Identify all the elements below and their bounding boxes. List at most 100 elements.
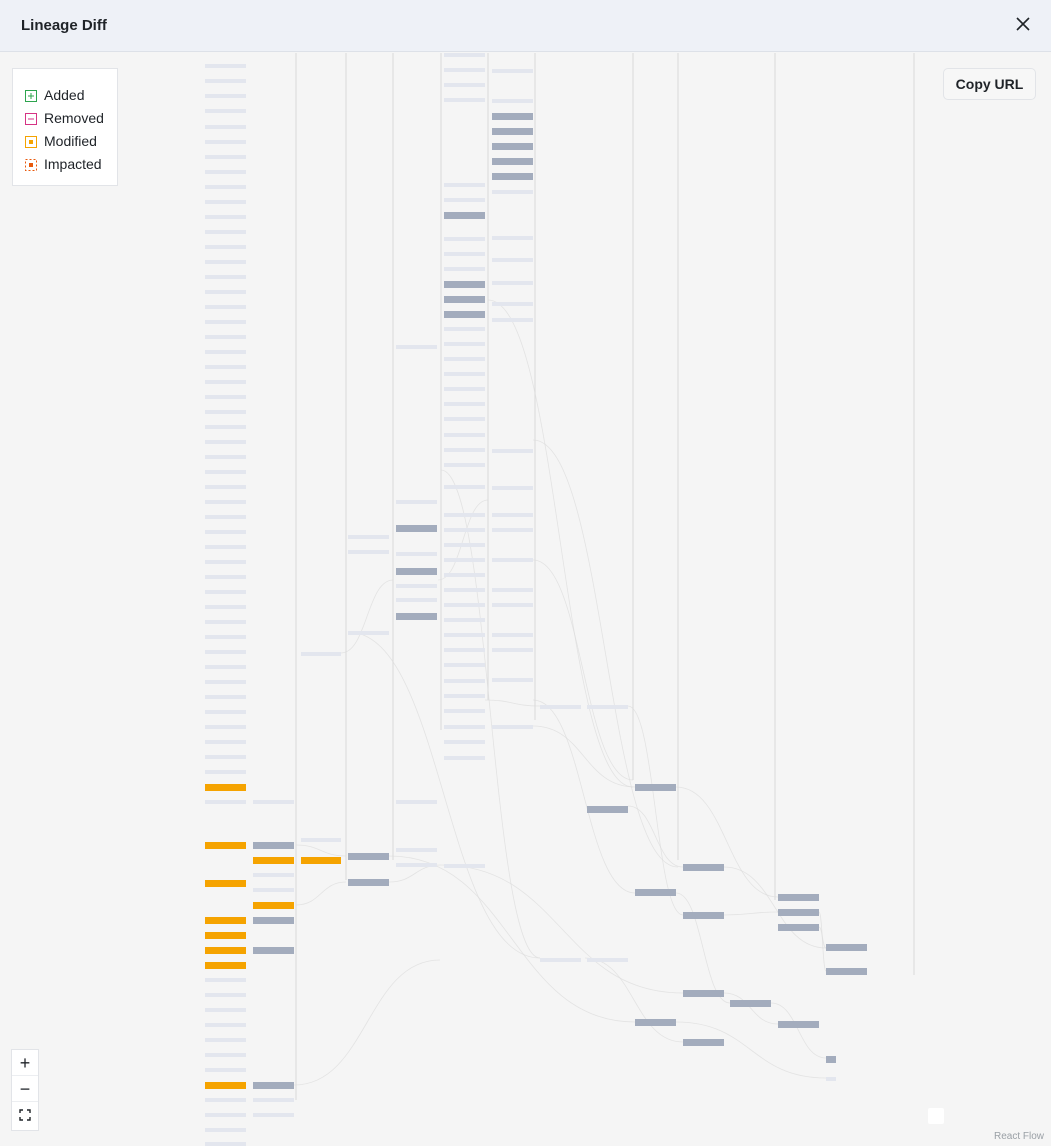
graph-node[interactable]	[205, 515, 246, 519]
graph-node[interactable]	[444, 463, 485, 467]
graph-node[interactable]	[205, 94, 246, 98]
graph-node[interactable]	[492, 678, 533, 682]
graph-node[interactable]	[253, 800, 294, 804]
graph-node[interactable]	[253, 947, 294, 954]
graph-node[interactable]	[826, 1056, 836, 1063]
graph-node[interactable]	[301, 838, 341, 842]
graph-node[interactable]	[444, 528, 485, 532]
graph-node[interactable]	[492, 648, 533, 652]
graph-node[interactable]	[492, 318, 533, 322]
graph-node[interactable]	[205, 932, 246, 939]
graph-node[interactable]	[348, 631, 389, 635]
graph-node[interactable]	[205, 650, 246, 654]
graph-node[interactable]	[205, 725, 246, 729]
graph-node[interactable]	[540, 705, 581, 709]
graph-node[interactable]	[205, 962, 246, 969]
graph-node[interactable]	[205, 170, 246, 174]
graph-node[interactable]	[205, 993, 246, 997]
graph-node[interactable]	[205, 125, 246, 129]
graph-node[interactable]	[444, 573, 485, 577]
graph-node[interactable]	[301, 857, 341, 864]
graph-node[interactable]	[492, 558, 533, 562]
graph-node[interactable]	[444, 558, 485, 562]
graph-node[interactable]	[396, 598, 437, 602]
graph-node[interactable]	[444, 543, 485, 547]
graph-node[interactable]	[205, 410, 246, 414]
graph-node[interactable]	[205, 590, 246, 594]
graph-node[interactable]	[396, 863, 437, 867]
graph-node[interactable]	[444, 212, 485, 219]
zoom-in-button[interactable]: +	[12, 1050, 38, 1076]
graph-node[interactable]	[205, 1008, 246, 1012]
graph-node[interactable]	[205, 1113, 246, 1117]
graph-node[interactable]	[444, 281, 485, 288]
graph-node[interactable]	[540, 958, 581, 962]
graph-node[interactable]	[778, 1021, 819, 1028]
graph-node[interactable]	[205, 350, 246, 354]
graph-node[interactable]	[492, 302, 533, 306]
graph-node[interactable]	[587, 705, 628, 709]
graph-node[interactable]	[444, 417, 485, 421]
graph-node[interactable]	[205, 275, 246, 279]
graph-node[interactable]	[205, 470, 246, 474]
graph-node[interactable]	[587, 958, 628, 962]
graph-node[interactable]	[253, 842, 294, 849]
graph-node[interactable]	[492, 190, 533, 194]
react-flow-attribution[interactable]: React Flow	[994, 1131, 1045, 1142]
graph-node[interactable]	[492, 603, 533, 607]
graph-node[interactable]	[205, 978, 246, 982]
graph-node[interactable]	[205, 425, 246, 429]
graph-node[interactable]	[205, 320, 246, 324]
graph-node[interactable]	[205, 1068, 246, 1072]
graph-node[interactable]	[444, 357, 485, 361]
graph-node[interactable]	[492, 113, 533, 120]
graph-node[interactable]	[348, 879, 389, 886]
graph-node[interactable]	[444, 372, 485, 376]
graph-node[interactable]	[205, 1053, 246, 1057]
graph-node[interactable]	[205, 1082, 246, 1089]
graph-node[interactable]	[205, 365, 246, 369]
graph-node[interactable]	[205, 1023, 246, 1027]
graph-node[interactable]	[396, 584, 437, 588]
graph-node[interactable]	[205, 290, 246, 294]
graph-node[interactable]	[205, 710, 246, 714]
graph-node[interactable]	[826, 944, 867, 951]
graph-node[interactable]	[492, 449, 533, 453]
graph-node[interactable]	[444, 603, 485, 607]
graph-node[interactable]	[444, 485, 485, 489]
graph-node[interactable]	[444, 740, 485, 744]
graph-node[interactable]	[205, 740, 246, 744]
graph-node[interactable]	[444, 83, 485, 87]
graph-node[interactable]	[444, 618, 485, 622]
graph-node[interactable]	[205, 880, 246, 887]
graph-node[interactable]	[205, 635, 246, 639]
graph-node[interactable]	[444, 68, 485, 72]
graph-node[interactable]	[444, 53, 485, 57]
graph-node[interactable]	[205, 842, 246, 849]
graph-node[interactable]	[444, 864, 485, 868]
graph-node[interactable]	[205, 215, 246, 219]
graph-node[interactable]	[635, 889, 676, 896]
graph-node[interactable]	[396, 848, 437, 852]
graph-node[interactable]	[205, 665, 246, 669]
graph-node[interactable]	[492, 633, 533, 637]
graph-node[interactable]	[205, 605, 246, 609]
graph-node[interactable]	[826, 968, 867, 975]
graph-node[interactable]	[205, 185, 246, 189]
fit-view-button[interactable]	[12, 1102, 38, 1128]
graph-node[interactable]	[396, 500, 437, 504]
graph-node[interactable]	[205, 1038, 246, 1042]
graph-node[interactable]	[253, 917, 294, 924]
graph-node[interactable]	[778, 909, 819, 916]
graph-node[interactable]	[492, 588, 533, 592]
graph-node[interactable]	[778, 894, 819, 901]
graph-node[interactable]	[205, 305, 246, 309]
graph-node[interactable]	[205, 560, 246, 564]
graph-node[interactable]	[396, 613, 437, 620]
graph-node[interactable]	[301, 652, 341, 656]
graph-node[interactable]	[348, 550, 389, 554]
graph-node[interactable]	[205, 455, 246, 459]
graph-node[interactable]	[444, 402, 485, 406]
close-button[interactable]	[1010, 11, 1036, 37]
graph-node[interactable]	[683, 912, 724, 919]
